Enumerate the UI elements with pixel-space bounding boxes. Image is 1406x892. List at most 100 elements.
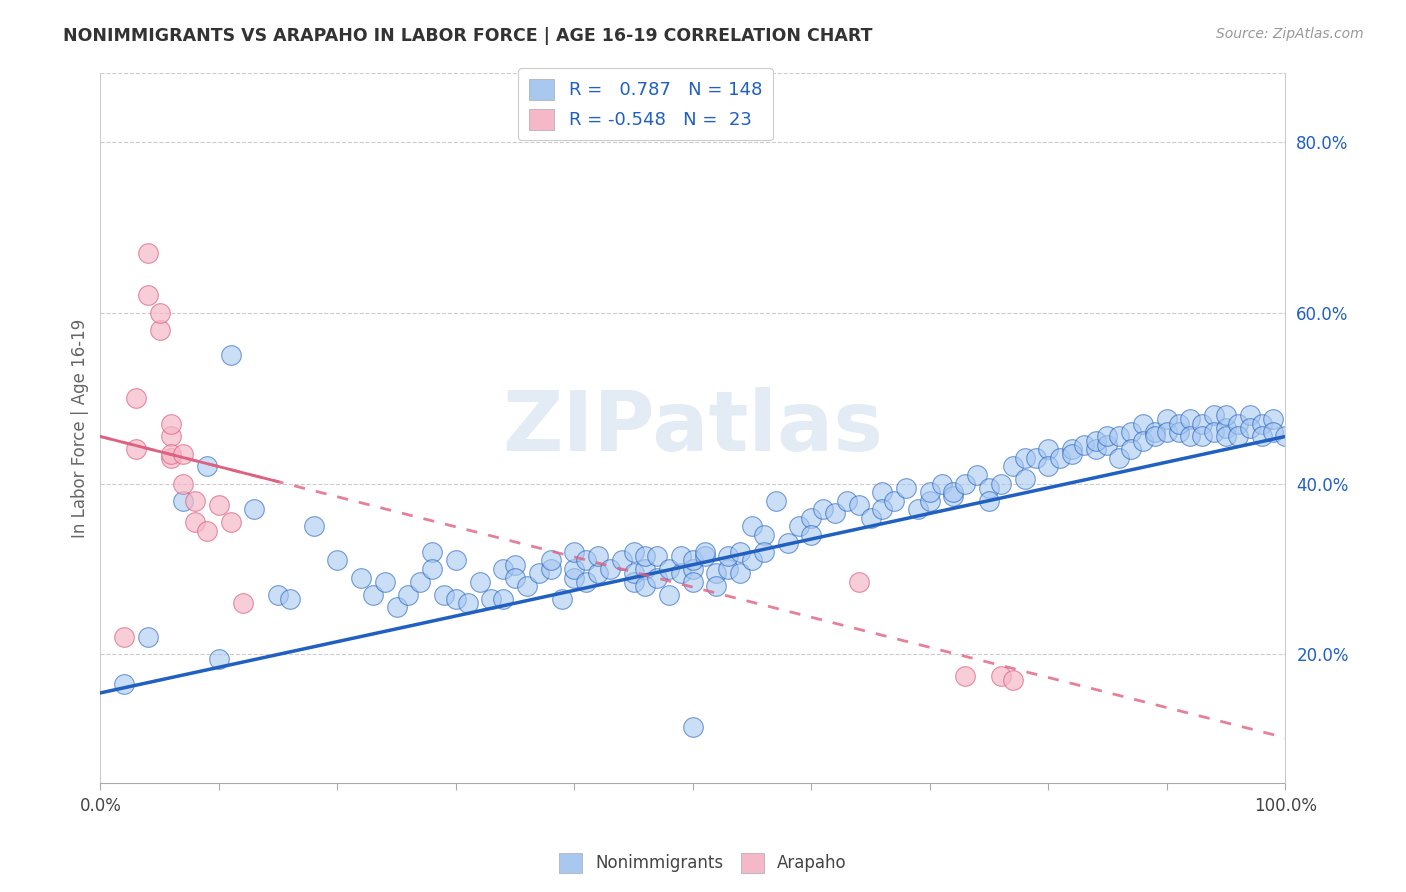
Point [1180,429,1202,443]
Point [1167,417,1189,431]
Point [420,562,443,576]
Point [1038,459,1060,474]
Point [741,553,763,567]
Point [1156,425,1178,440]
Point [942,489,965,503]
Point [752,528,775,542]
Point [350,570,373,584]
Point [125,391,148,405]
Point [645,549,668,564]
Point [160,450,183,465]
Point [195,524,218,538]
Point [623,545,645,559]
Point [160,429,183,443]
Point [516,579,538,593]
Point [125,442,148,457]
Point [1121,425,1143,440]
Point [634,549,657,564]
Point [575,574,598,589]
Point [669,549,692,564]
Point [172,447,194,461]
Text: ZIPatlas: ZIPatlas [502,387,883,468]
Point [1215,429,1237,443]
Point [136,288,159,302]
Point [1097,429,1119,443]
Point [562,545,585,559]
Point [492,591,515,606]
Point [1132,417,1154,431]
Point [149,305,172,319]
Point [800,528,823,542]
Point [1084,434,1107,448]
Point [883,493,905,508]
Point [918,485,941,500]
Point [1025,450,1047,465]
Point [208,498,231,512]
Point [741,519,763,533]
Point [479,591,502,606]
Point [184,493,207,508]
Point [1156,412,1178,426]
Point [444,591,467,606]
Point [848,498,870,512]
Point [682,553,704,567]
Point [1180,412,1202,426]
Point [1204,425,1226,440]
Point [562,570,585,584]
Point [1226,417,1249,431]
Point [374,574,396,589]
Point [267,588,290,602]
Point [172,476,194,491]
Point [634,562,657,576]
Point [575,553,598,567]
Point [706,579,728,593]
Point [503,570,526,584]
Point [682,574,704,589]
Point [658,562,681,576]
Point [752,545,775,559]
Point [112,631,135,645]
Point [1001,459,1024,474]
Point [1060,442,1083,457]
Point [610,553,633,567]
Point [955,669,977,683]
Point [149,323,172,337]
Point [717,562,740,576]
Point [728,566,751,581]
Point [586,549,609,564]
Point [1274,429,1296,443]
Point [1001,673,1024,687]
Point [623,566,645,581]
Point [172,493,194,508]
Legend: Nonimmigrants, Arapaho: Nonimmigrants, Arapaho [553,847,853,880]
Point [112,677,135,691]
Point [468,574,491,589]
Point [409,574,432,589]
Point [1215,421,1237,435]
Point [859,510,882,524]
Point [811,502,834,516]
Point [728,545,751,559]
Point [634,579,657,593]
Point [1084,442,1107,457]
Point [160,447,183,461]
Point [208,651,231,665]
Point [1226,429,1249,443]
Point [302,519,325,533]
Point [1132,434,1154,448]
Point [1191,417,1213,431]
Point [1108,450,1130,465]
Point [385,600,408,615]
Point [231,596,253,610]
Point [1143,425,1166,440]
Point [278,591,301,606]
Point [894,481,917,495]
Point [966,467,988,482]
Point [219,348,242,362]
Point [717,549,740,564]
Point [1204,408,1226,422]
Legend: R =   0.787   N = 148, R = -0.548   N =  23: R = 0.787 N = 148, R = -0.548 N = 23 [517,68,773,140]
Point [1097,438,1119,452]
Point [1239,408,1261,422]
Point [789,519,811,533]
